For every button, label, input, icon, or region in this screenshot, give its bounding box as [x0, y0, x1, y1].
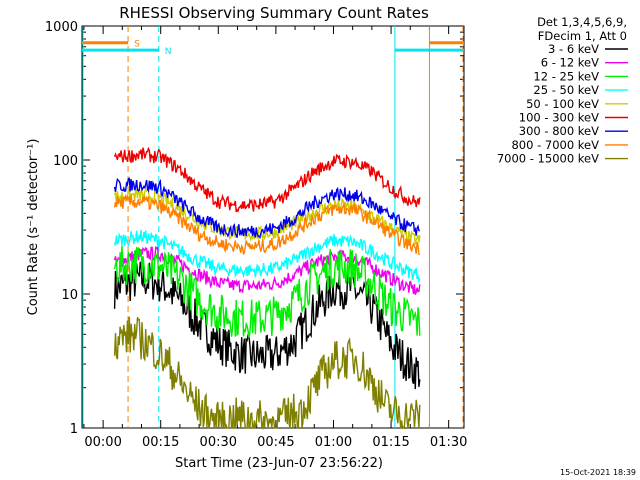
- x-tick-label: 01:30: [430, 435, 467, 450]
- plot-frame: [81, 25, 465, 429]
- chart-title: RHESSI Observing Summary Count Rates: [119, 4, 429, 22]
- legend-item-label: 50 - 100 keV: [526, 97, 599, 111]
- x-axis: 00:00 00:15 00:30 00:45 01:00 01:15 01:30: [83, 26, 467, 450]
- marker-0: S: [82, 26, 140, 428]
- timestamp: 15-Oct-2021 18:39: [560, 468, 636, 477]
- marker-label: N: [165, 47, 172, 57]
- legend-item-label: 100 - 300 keV: [519, 111, 599, 125]
- y-axis-label: Count Rate (s⁻¹ detector⁻¹): [26, 139, 41, 316]
- legend-header-1: Det 1,3,4,5,6,9,: [537, 15, 627, 29]
- y-tick-label: 1: [70, 422, 78, 437]
- legend-item-label: 7000 - 15000 keV: [497, 152, 599, 166]
- x-tick-label: 01:15: [372, 435, 409, 450]
- series-line-6: [113, 177, 421, 240]
- series-line-2: [113, 245, 421, 338]
- x-tick-label: 00:30: [200, 435, 237, 450]
- marker-label: S: [134, 40, 140, 50]
- legend-item-label: 800 - 7000 keV: [511, 138, 599, 152]
- attenuator-markers: SN: [82, 26, 464, 428]
- legend-item-label: 12 - 25 keV: [533, 69, 599, 83]
- marker-3: [428, 26, 464, 428]
- series-line-7: [113, 193, 421, 256]
- x-tick-label: 00:15: [142, 435, 179, 450]
- series-line-4: [113, 186, 421, 246]
- y-tick-label: 1000: [45, 20, 78, 35]
- legend-header-2: FDecim 1, Att 0: [538, 29, 627, 43]
- x-axis-label: Start Time (23-Jun-07 23:56:22): [175, 456, 383, 471]
- series-line-5: [113, 146, 421, 213]
- legend-item-label: 3 - 6 keV: [548, 42, 599, 56]
- x-tick-label: 01:00: [315, 435, 352, 450]
- x-tick-label: 00:45: [257, 435, 294, 450]
- series-lines: [113, 146, 421, 431]
- x-tick-label: 00:00: [84, 435, 121, 450]
- legend-item-label: 300 - 800 keV: [519, 124, 599, 138]
- legend: Det 1,3,4,5,6,9, FDecim 1, Att 0 3 - 6 k…: [497, 15, 628, 166]
- series-line-3: [113, 229, 421, 284]
- series-line-8: [113, 316, 421, 431]
- legend-item-label: 25 - 50 keV: [533, 83, 599, 97]
- legend-item-label: 6 - 12 keV: [541, 56, 599, 70]
- y-tick-label: 10: [61, 288, 78, 303]
- y-tick-label: 100: [53, 154, 78, 169]
- marker-1: N: [82, 26, 172, 428]
